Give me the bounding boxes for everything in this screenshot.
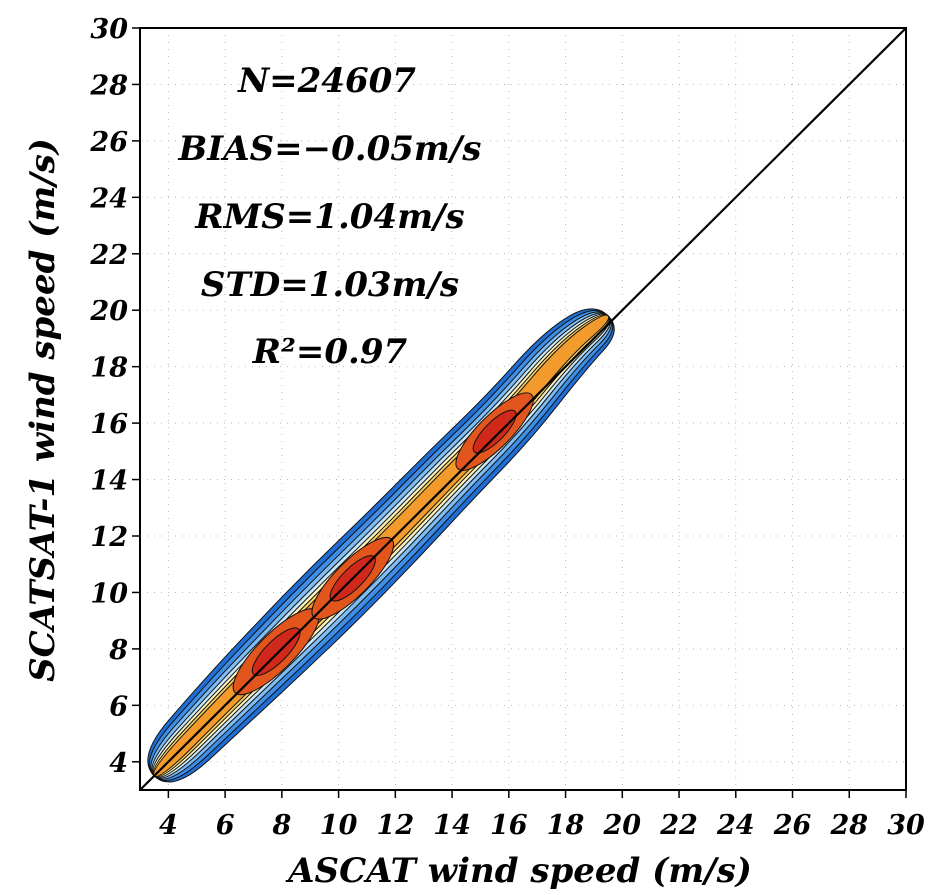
one-to-one-line [139, 27, 907, 791]
y-tick-label-24: 24 [89, 183, 128, 214]
y-tick-label-12: 12 [90, 522, 128, 553]
y-axis-ticks: 4 6 8 10 12 14 16 18 20 22 24 26 28 30 [89, 14, 140, 779]
x-tick-label-16: 16 [490, 810, 528, 841]
y-axis-title: SCATSAT-1 wind speed (m/s) [23, 138, 63, 682]
x-axis-ticks: 4 6 8 10 12 14 16 18 20 22 24 26 28 30 [159, 790, 925, 841]
y-tick-label-14: 14 [90, 466, 128, 497]
y-tick-label-26: 26 [89, 127, 128, 158]
y-tick-label-4: 4 [109, 748, 128, 779]
x-tick-label-28: 28 [829, 810, 868, 841]
x-tick-label-26: 26 [773, 810, 812, 841]
grid-lines [140, 28, 906, 790]
y-tick-label-10: 10 [90, 578, 128, 609]
x-tick-label-30: 30 [887, 810, 925, 841]
annotation-rms: RMS=1.04m/s [194, 197, 464, 237]
y-tick-label-20: 20 [89, 296, 128, 327]
x-tick-label-14: 14 [433, 810, 471, 841]
x-tick-label-18: 18 [547, 810, 585, 841]
plot-frame [139, 27, 907, 791]
x-tick-label-12: 12 [377, 810, 415, 841]
y-tick-label-8: 8 [108, 635, 128, 666]
density-peak-core-1 [251, 627, 301, 677]
annotation-std: STD=1.03m/s [201, 265, 459, 305]
y-tick-label-18: 18 [90, 353, 128, 384]
annotation-bias: BIAS=−0.05m/s [178, 129, 482, 169]
density-contours [147, 308, 615, 783]
annotation-n: N=24607 [237, 61, 416, 101]
x-tick-label-8: 8 [271, 810, 291, 841]
annotation-r2: R²=0.97 [252, 332, 408, 372]
x-axis-title: ASCAT wind speed (m/s) [285, 851, 752, 891]
x-tick-label-24: 24 [716, 810, 755, 841]
y-tick-label-22: 22 [89, 240, 128, 271]
y-tick-label-28: 28 [89, 70, 128, 101]
density-peak-core-3 [472, 409, 517, 454]
y-tick-label-6: 6 [109, 691, 128, 722]
x-tick-label-4: 4 [159, 810, 178, 841]
x-tick-label-10: 10 [320, 810, 358, 841]
x-tick-label-20: 20 [603, 810, 642, 841]
x-tick-label-6: 6 [216, 810, 235, 841]
x-tick-label-22: 22 [659, 810, 698, 841]
y-tick-label-30: 30 [90, 14, 128, 45]
y-tick-label-16: 16 [90, 409, 128, 440]
